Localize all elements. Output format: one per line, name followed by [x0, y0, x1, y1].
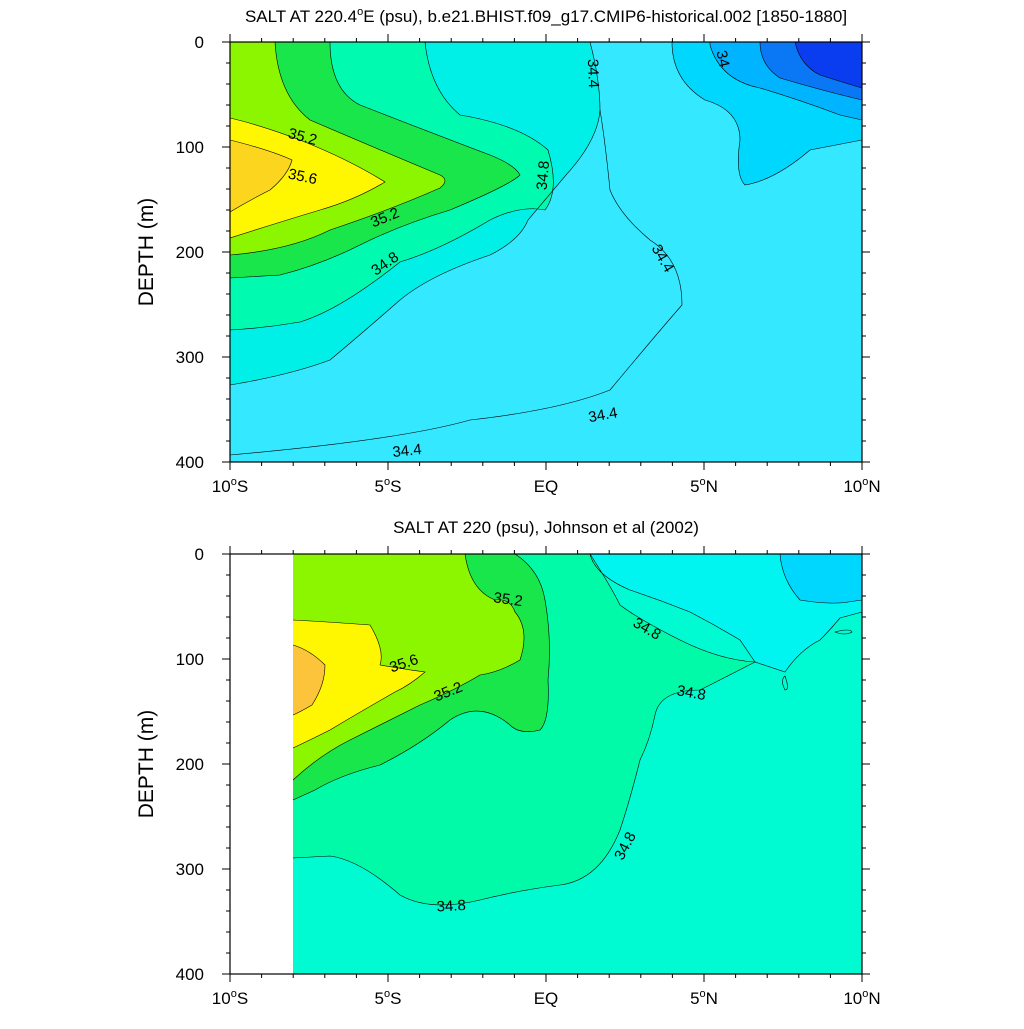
- contour-label: 34.4: [392, 441, 423, 461]
- contour-line: [779, 554, 862, 604]
- y-tick-label: 400: [176, 965, 204, 984]
- contour-label: 35.2: [286, 125, 319, 149]
- panel-2-contour-labels: 35.235.635.234.834.834.834.8: [387, 589, 707, 915]
- fill-35-6: [293, 620, 425, 748]
- x-tick-label: 10oN: [843, 476, 880, 496]
- contour-label: 34: [712, 49, 732, 69]
- contour-line: [230, 42, 601, 386]
- fill-below-34-north: [795, 42, 862, 88]
- x-tick-label: 5oS: [375, 988, 402, 1008]
- contour-label-text: 34.8: [675, 682, 707, 704]
- contour-label: 35.6: [287, 166, 319, 189]
- contour-label-text: 34.4: [584, 59, 602, 89]
- contour-label: 34.4: [587, 404, 619, 426]
- panel-2-contour-fill: [230, 554, 862, 974]
- contour-label: 35.2: [492, 589, 523, 610]
- contour-line: [754, 611, 862, 673]
- panel-1-ticks: [222, 34, 870, 470]
- contour-label-text: 34.8: [534, 160, 553, 191]
- panel-1-contour-fill: [230, 42, 862, 462]
- x-tick-label: 5oN: [690, 988, 718, 1008]
- contour-line: [709, 42, 862, 121]
- contour-label-text: 34.4: [587, 404, 619, 426]
- contour-line: [589, 554, 756, 663]
- x-tick-label: 10oS: [212, 476, 248, 496]
- contour-label-text: 35.2: [286, 125, 319, 149]
- contour-label-text: 34.4: [392, 441, 423, 461]
- x-tick-label: 5oS: [375, 476, 402, 496]
- y-tick-label: 200: [176, 755, 204, 774]
- contour-line: [292, 554, 525, 781]
- contour-label-text: 35.6: [287, 166, 319, 189]
- x-tick-label: EQ: [534, 477, 559, 496]
- no-data-region: [230, 554, 293, 974]
- y-tick-label: 200: [176, 243, 204, 262]
- y-tick-label: 400: [176, 453, 204, 472]
- fill-35-4: [293, 554, 524, 780]
- contour-line: [230, 42, 446, 256]
- contour-label: 34.8: [436, 897, 466, 916]
- panel-2-x-tick-labels: 10oS 5oS EQ 5oN 10oN: [212, 988, 881, 1008]
- contour-line: [230, 117, 386, 239]
- panel-1-title: SALT AT 220.4oE (psu), b.e21.BHIST.f09_g…: [245, 6, 847, 26]
- model-salinity-panel: SALT AT 220.4oE (psu), b.e21.BHIST.f09_g…: [135, 6, 881, 496]
- y-tick-label: 300: [176, 860, 204, 879]
- panel-1-y-axis-label: DEPTH (m): [135, 198, 158, 307]
- y-tick-label: 100: [176, 650, 204, 669]
- y-tick-label: 0: [195, 545, 204, 564]
- contour-line: [292, 554, 757, 906]
- contour-label: 34.4: [584, 59, 602, 89]
- observed-salinity-panel: SALT AT 220 (psu), Johnson et al (2002) …: [135, 518, 881, 1008]
- contour-label-text: 34: [712, 49, 732, 69]
- panel-2-y-tick-labels: 0 100 200 300 400: [176, 545, 204, 984]
- panel-1-x-tick-labels: 10oS 5oS EQ 5oN 10oN: [212, 476, 881, 496]
- x-tick-label: 10oS: [212, 988, 248, 1008]
- contour-line: [292, 554, 550, 801]
- x-tick-label: 5oN: [690, 476, 718, 496]
- panel-1-y-tick-labels: 0 100 200 300 400: [176, 33, 204, 472]
- contour-line: [230, 109, 683, 456]
- contour-label-text: 34.8: [436, 897, 466, 916]
- contour-line: [292, 644, 326, 716]
- panel-2-y-axis-label: DEPTH (m): [135, 710, 158, 819]
- fill-34-4-north: [780, 554, 862, 604]
- contour-line: [794, 42, 862, 89]
- fill-35-8: [230, 140, 292, 212]
- panel-2-title: SALT AT 220 (psu), Johnson et al (2002): [393, 518, 699, 537]
- y-tick-label: 100: [176, 138, 204, 157]
- fill-35-8: [293, 645, 325, 715]
- contour-label-text: 35.2: [492, 589, 523, 610]
- contour-label: 34.8: [675, 682, 707, 704]
- x-tick-label: EQ: [534, 989, 559, 1008]
- y-tick-label: 0: [195, 33, 204, 52]
- fill-35-6: [230, 118, 385, 238]
- x-tick-label: 10oN: [843, 988, 880, 1008]
- contour-line: [671, 42, 862, 186]
- y-tick-label: 300: [176, 348, 204, 367]
- contour-line: [834, 629, 853, 635]
- contour-label: 34.8: [534, 160, 553, 191]
- contour-line: [230, 42, 521, 279]
- contour-line: [292, 619, 426, 749]
- panel-2-ticks: [222, 546, 870, 982]
- contour-line: [230, 42, 554, 331]
- contour-line: [782, 675, 788, 691]
- contour-line: [759, 42, 862, 101]
- contour-line: [230, 139, 293, 213]
